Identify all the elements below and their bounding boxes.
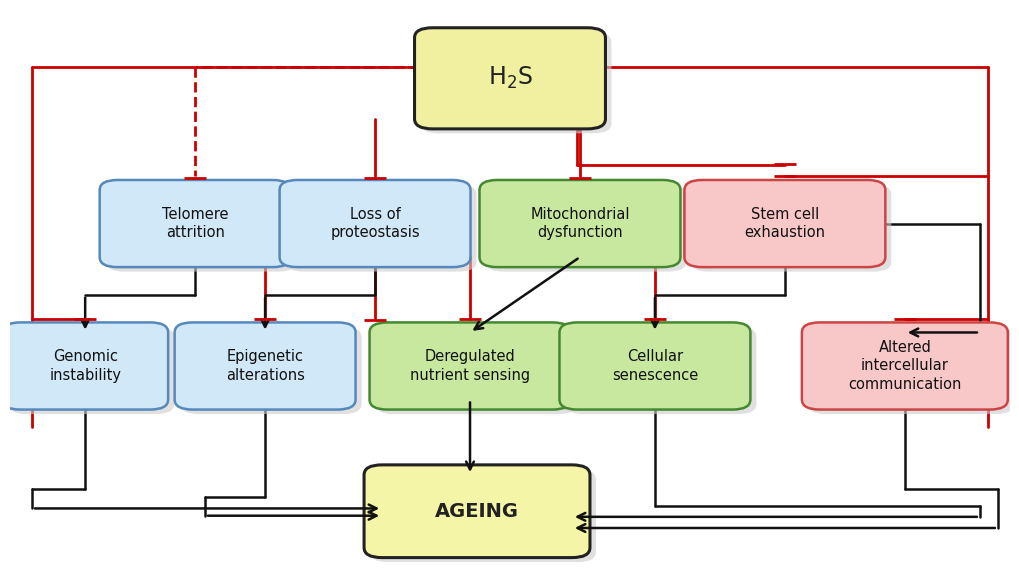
FancyBboxPatch shape (375, 327, 576, 414)
Text: Deregulated
nutrient sensing: Deregulated nutrient sensing (410, 349, 530, 383)
Text: Cellular
senescence: Cellular senescence (611, 349, 697, 383)
FancyBboxPatch shape (8, 327, 174, 414)
Text: Mitochondrial
dysfunction: Mitochondrial dysfunction (530, 207, 629, 241)
FancyBboxPatch shape (2, 323, 168, 410)
Text: Epigenetic
alterations: Epigenetic alterations (225, 349, 305, 383)
FancyBboxPatch shape (807, 327, 1013, 414)
FancyBboxPatch shape (100, 180, 290, 267)
FancyBboxPatch shape (279, 180, 470, 267)
FancyBboxPatch shape (565, 327, 756, 414)
FancyBboxPatch shape (285, 185, 476, 271)
Text: Genomic
instability: Genomic instability (49, 349, 121, 383)
Text: Loss of
proteostasis: Loss of proteostasis (330, 207, 420, 241)
FancyBboxPatch shape (801, 323, 1007, 410)
FancyBboxPatch shape (485, 185, 686, 271)
Text: Altered
intercellular
communication: Altered intercellular communication (848, 340, 961, 392)
FancyBboxPatch shape (174, 323, 356, 410)
Text: Stem cell
exhaustion: Stem cell exhaustion (744, 207, 824, 241)
Text: AGEING: AGEING (434, 502, 519, 521)
Text: H$_2$S: H$_2$S (487, 65, 532, 91)
FancyBboxPatch shape (414, 28, 605, 129)
FancyBboxPatch shape (420, 32, 610, 133)
FancyBboxPatch shape (559, 323, 750, 410)
FancyBboxPatch shape (370, 469, 595, 562)
Text: Telomere
attrition: Telomere attrition (162, 207, 228, 241)
FancyBboxPatch shape (106, 185, 297, 271)
FancyBboxPatch shape (364, 465, 589, 557)
FancyBboxPatch shape (369, 323, 570, 410)
FancyBboxPatch shape (180, 327, 361, 414)
FancyBboxPatch shape (690, 185, 891, 271)
FancyBboxPatch shape (684, 180, 884, 267)
FancyBboxPatch shape (479, 180, 680, 267)
